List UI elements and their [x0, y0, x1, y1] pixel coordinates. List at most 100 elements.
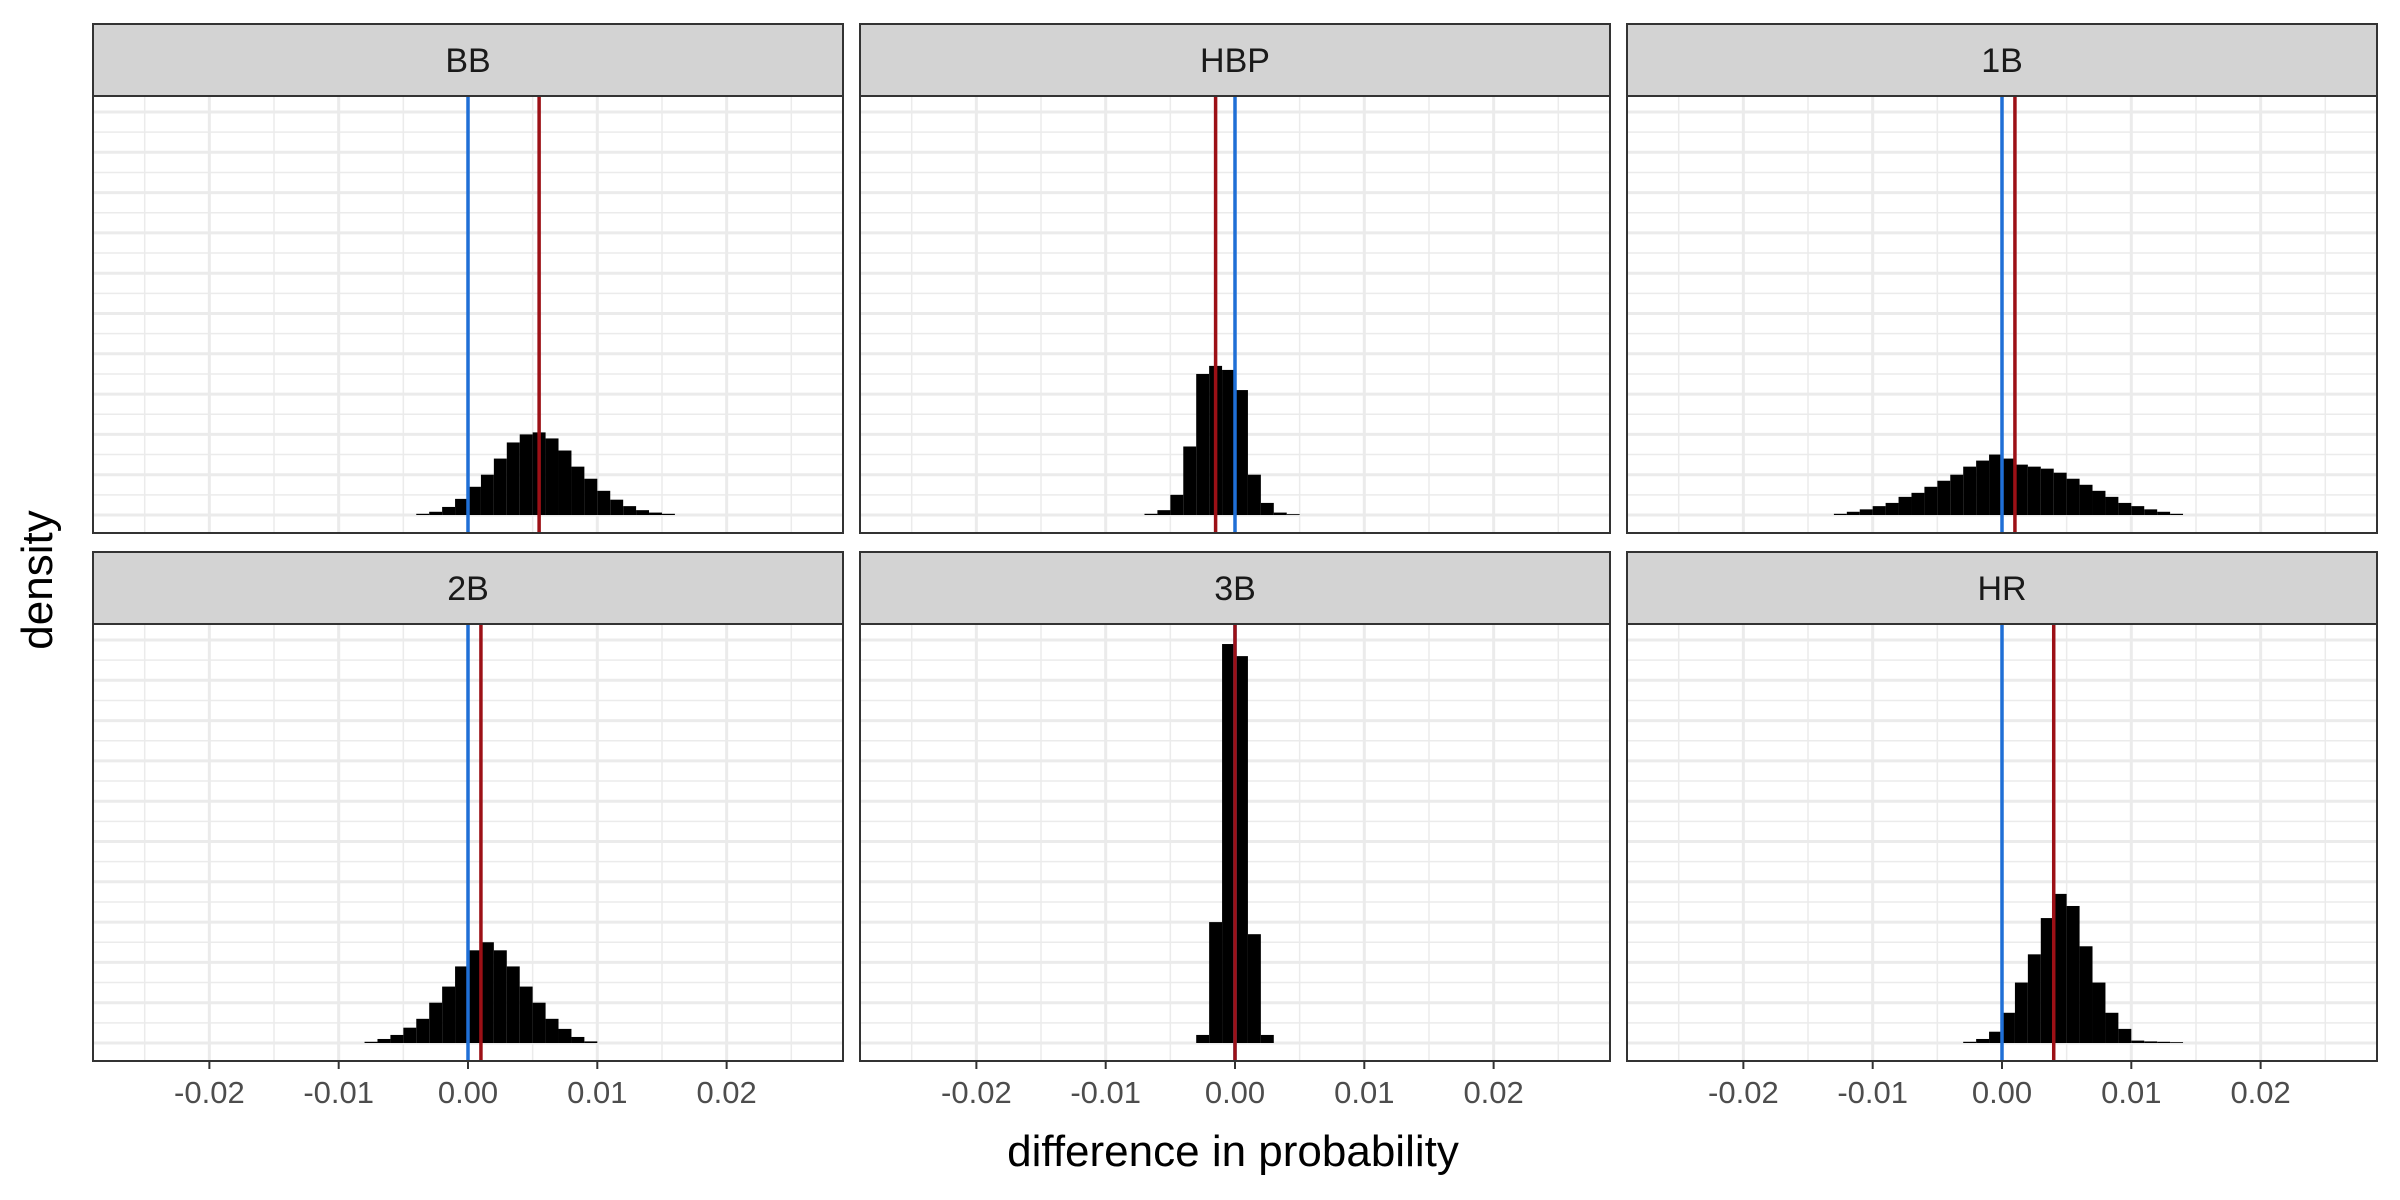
histogram-bar: [377, 1038, 391, 1043]
histogram-bar: [2002, 1012, 2015, 1043]
histogram-bar: [1833, 513, 1847, 515]
histogram-bar: [1196, 1034, 1210, 1043]
histogram-bar: [1911, 492, 1925, 515]
x-tick-label: -0.01: [303, 1075, 374, 1110]
facet-panel-2b: 2B -0.02 -0.01 0.00 0.01 0.02: [92, 551, 844, 1110]
histogram-bar: [2144, 1041, 2158, 1043]
x-tick-label: 0.01: [2101, 1075, 2161, 1110]
histogram-bar: [1209, 922, 1223, 1043]
histogram-bar: [2079, 946, 2093, 1043]
histogram-bar: [1950, 474, 1964, 515]
histogram-bar: [2105, 1012, 2119, 1043]
histogram-bar: [2014, 464, 2028, 515]
histogram-bar: [1963, 1041, 1977, 1043]
facet-strip: [859, 551, 1611, 625]
histogram-bar: [2144, 509, 2158, 515]
facet-panel-hr: HR -0.02 -0.01 0.00 0.01 0.02: [1626, 551, 2378, 1110]
x-tick-label: -0.02: [174, 1075, 245, 1110]
histogram-bar: [2002, 458, 2015, 515]
histogram-bar: [2040, 468, 2054, 515]
histogram-bar: [2027, 466, 2041, 515]
histogram-bar: [1286, 514, 1300, 515]
histogram-bar: [1963, 466, 1977, 515]
histogram-bar: [2157, 511, 2171, 515]
x-tick-label: 0.00: [1205, 1075, 1265, 1110]
histogram-bar: [597, 490, 611, 515]
histogram-bar: [416, 513, 430, 515]
histogram-bar: [493, 458, 507, 515]
facet-panels: BB HBP 1B 2B -0.02 -0.01 0.00 0.01 0.02 3B -0.02 -0…: [92, 23, 2378, 1110]
histogram-bar: [1235, 656, 1248, 1043]
histogram-bar: [403, 1027, 417, 1043]
histogram-bar: [1898, 496, 1912, 515]
histogram-bar: [1196, 373, 1210, 515]
histogram-bar: [416, 1018, 430, 1043]
histogram-bar: [545, 438, 559, 515]
histogram-bar: [610, 499, 624, 515]
histogram-bar: [2118, 502, 2132, 515]
histogram-bar: [1859, 509, 1873, 515]
facet-panel-3b: 3B -0.02 -0.01 0.00 0.01 0.02: [859, 551, 1611, 1110]
x-tick-label: 0.02: [696, 1075, 756, 1110]
histogram-bar: [584, 478, 598, 515]
histogram-bar: [1222, 369, 1235, 515]
histogram-bar: [1937, 480, 1951, 515]
facet-strip: [859, 23, 1611, 97]
facet-strip-label: 1B: [1981, 42, 2023, 80]
histogram-bar: [493, 950, 507, 1043]
histogram-bar: [455, 498, 468, 515]
facet-panel-hbp: HBP: [859, 23, 1611, 534]
histogram-bar: [2079, 484, 2093, 515]
x-tick-label: 0.02: [1463, 1075, 1523, 1110]
x-tick-label: 0.01: [567, 1075, 627, 1110]
histogram-bar: [390, 1034, 404, 1043]
histogram-bar: [364, 1041, 378, 1043]
histogram-bar: [1144, 513, 1158, 515]
histogram-bar: [558, 1028, 572, 1043]
histogram-bar: [2105, 496, 2119, 515]
histogram-bar: [1260, 502, 1274, 515]
histogram-bar: [532, 1002, 546, 1043]
facet-strip-label: HR: [1977, 570, 2026, 608]
histogram-bar: [506, 966, 520, 1043]
facet-strip-label: HBP: [1200, 42, 1270, 80]
histogram-bar: [2066, 905, 2080, 1043]
facet-strip-label: BB: [445, 42, 490, 80]
facet-strip: [1626, 551, 2378, 625]
x-tick-label: 0.01: [1334, 1075, 1394, 1110]
histogram-bar: [2066, 478, 2080, 515]
x-tick-label: -0.01: [1070, 1075, 1141, 1110]
x-tick-label: -0.01: [1837, 1075, 1908, 1110]
histogram-bar: [455, 966, 468, 1043]
histogram-bar: [519, 986, 533, 1043]
histogram-bar: [571, 1036, 585, 1043]
histogram-bar: [2118, 1028, 2132, 1043]
histogram-bar: [1976, 1038, 1990, 1043]
histogram-bar: [480, 474, 494, 515]
histogram-bar: [1183, 446, 1197, 515]
histogram-bar: [1247, 934, 1261, 1043]
histogram-bar: [584, 1041, 598, 1043]
histogram-bar: [1976, 460, 1990, 515]
histogram-bar: [1260, 1034, 1274, 1043]
histogram-bar: [519, 434, 533, 515]
x-tick-label: -0.02: [941, 1075, 1012, 1110]
x-tick-label: 0.00: [1972, 1075, 2032, 1110]
y-axis-title: density: [13, 510, 62, 649]
histogram-bar: [1989, 1031, 2002, 1043]
histogram-bar: [1846, 511, 1860, 515]
histogram-bar: [636, 510, 650, 515]
histogram-bar: [1235, 390, 1248, 515]
x-tick-label: -0.02: [1708, 1075, 1779, 1110]
histogram-bar: [1924, 486, 1938, 515]
facet-panel-bb: BB: [92, 23, 844, 534]
histogram-bar: [442, 506, 456, 515]
histogram-bar: [2053, 893, 2067, 1043]
histogram-bar: [571, 466, 585, 515]
histogram-bar: [468, 486, 481, 515]
histogram-bar: [1222, 644, 1235, 1043]
histogram-bar: [2014, 982, 2028, 1043]
histogram-bar: [2157, 1041, 2171, 1043]
facet-panel-1b: 1B: [1626, 23, 2378, 534]
